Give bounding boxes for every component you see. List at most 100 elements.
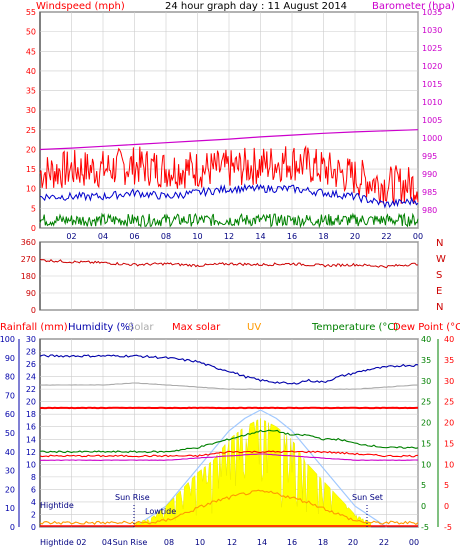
- weather-x-tick-label: 16: [287, 538, 297, 547]
- rain-tick-label: 24: [26, 373, 36, 382]
- annotation-sunrise: Sun Rise: [115, 493, 150, 502]
- weather-x-tick-label: 22: [379, 538, 389, 547]
- weather-x-tick-label: 08: [164, 538, 174, 547]
- legend-entry: Max solar: [172, 322, 221, 333]
- humidity-tick-label: 0: [10, 523, 15, 532]
- weather-x-tick-label: 04: [102, 538, 112, 547]
- wind-x-tick-label: 00: [413, 232, 423, 241]
- legend-entry: Humidity (%): [68, 322, 134, 333]
- humidity-tick-label: 10: [5, 504, 15, 513]
- wind-direction-line: [39, 258, 419, 269]
- weather-x-tick-label: 18: [318, 538, 328, 547]
- compass-label: E: [436, 286, 442, 297]
- wind-x-tick-label: 02: [66, 232, 76, 241]
- series-line-0: [39, 354, 419, 385]
- direction-tick-label: 90: [26, 289, 36, 298]
- legend-entry: Solar: [128, 322, 154, 333]
- rain-tick-label: 30: [26, 335, 36, 344]
- baro-tick-label: 1025: [422, 44, 442, 53]
- weather-x-tick-label: 20: [348, 538, 358, 547]
- wind-x-tick-label: 06: [129, 232, 139, 241]
- baro-tick-label: 1030: [422, 26, 442, 35]
- barometer-line: [39, 129, 419, 151]
- rain-tick-label: 12: [26, 448, 36, 457]
- legend-entry: Temperature (°C): [311, 322, 398, 333]
- humidity-tick-label: 70: [5, 391, 15, 400]
- wind-x-tick-label: 08: [161, 232, 171, 241]
- rain-tick-label: 10: [26, 460, 36, 469]
- wind-tick-label: 30: [26, 106, 36, 115]
- rain-tick-label: 18: [26, 410, 36, 419]
- wind-average-line: [39, 183, 419, 209]
- temperature-tick-label: 40: [421, 335, 431, 344]
- wind-tick-label: 20: [26, 145, 36, 154]
- dewpoint-tick-label: 25: [444, 398, 454, 407]
- direction-tick-label: 270: [21, 255, 36, 264]
- series-line-1: [39, 382, 419, 390]
- baro-tick-label: 995: [422, 152, 437, 161]
- temperature-tick-label: 0: [421, 502, 426, 511]
- wind-tick-label: 55: [26, 8, 36, 17]
- baro-tick-label: 1005: [422, 116, 442, 125]
- dewpoint-tick-label: 30: [444, 377, 454, 386]
- humidity-tick-label: 30: [5, 467, 15, 476]
- wind-tick-label: 45: [26, 47, 36, 56]
- weather-x-tick-label: 10: [195, 538, 205, 547]
- humidity-tick-label: 50: [5, 429, 15, 438]
- wind-x-tick-label: 22: [381, 232, 391, 241]
- rain-tick-label: 0: [31, 523, 36, 532]
- compass-label: S: [436, 270, 442, 281]
- humidity-tick-label: 60: [5, 410, 15, 419]
- series-line-6: [39, 489, 419, 526]
- dewpoint-tick-label: 20: [444, 419, 454, 428]
- legend-entry: Rainfall (mm): [0, 322, 68, 333]
- dewpoint-tick-label: -5: [444, 523, 452, 532]
- wind-tick-label: 40: [26, 67, 36, 76]
- wind-chart-title: 24 hour graph day : 11 August 2014: [165, 1, 347, 12]
- wind-x-tick-label: 14: [255, 232, 265, 241]
- series-line-4: [39, 450, 419, 458]
- rain-tick-label: 16: [26, 423, 36, 432]
- baro-tick-label: 1015: [422, 80, 442, 89]
- dewpoint-tick-label: 15: [444, 439, 454, 448]
- direction-tick-label: 360: [21, 238, 36, 247]
- wind-axis-title: Windspeed (mph): [36, 1, 125, 12]
- direction-tick-label: 180: [21, 272, 36, 281]
- baro-tick-label: 1000: [422, 134, 442, 143]
- wind-tick-label: 15: [26, 165, 36, 174]
- annotation-sunset: Sun Set: [352, 493, 383, 502]
- wind-x-tick-label: 12: [224, 232, 234, 241]
- humidity-tick-label: 90: [5, 354, 15, 363]
- humidity-tick-label: 40: [5, 448, 15, 457]
- rain-tick-label: 14: [26, 435, 36, 444]
- temperature-tick-label: 20: [421, 419, 431, 428]
- annotation-lowtide: Lowtide: [145, 507, 176, 516]
- rain-tick-label: 8: [31, 473, 36, 482]
- wind-x-tick-label: 04: [98, 232, 108, 241]
- temperature-tick-label: 25: [421, 398, 431, 407]
- weather-x-tick-label: 12: [227, 538, 237, 547]
- wind-tick-label: 0: [31, 224, 36, 233]
- wind-tick-label: 25: [26, 126, 36, 135]
- temperature-tick-label: 15: [421, 439, 431, 448]
- temperature-tick-label: 35: [421, 356, 431, 365]
- temperature-tick-label: 5: [421, 481, 426, 490]
- temperature-tick-label: -5: [421, 523, 429, 532]
- max-solar-envelope: [134, 409, 387, 528]
- legend-entry: Dew Point (°C): [393, 322, 460, 333]
- wind-tick-label: 50: [26, 28, 36, 37]
- rain-tick-label: 2: [31, 510, 36, 519]
- dewpoint-tick-label: 5: [444, 481, 449, 490]
- solar-radiation-area: [134, 418, 372, 528]
- baro-tick-label: 990: [422, 170, 437, 179]
- humidity-tick-label: 20: [5, 485, 15, 494]
- dewpoint-tick-label: 0: [444, 502, 449, 511]
- rain-tick-label: 26: [26, 360, 36, 369]
- wind-x-tick-label: 18: [318, 232, 328, 241]
- compass-label: W: [436, 254, 446, 265]
- series-line-5: [40, 453, 419, 461]
- baro-tick-label: 1035: [422, 8, 442, 17]
- baro-tick-label: 985: [422, 188, 437, 197]
- humidity-tick-label: 100: [0, 335, 15, 344]
- dewpoint-tick-label: 40: [444, 335, 454, 344]
